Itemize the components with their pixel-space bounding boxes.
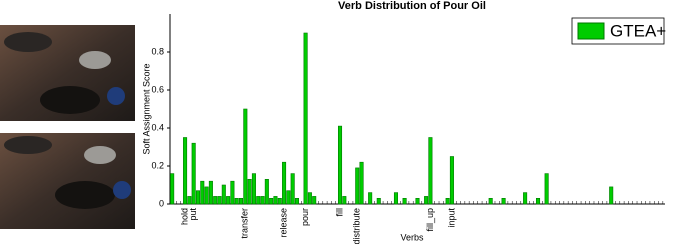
bar: [359, 161, 364, 205]
legend-label: GTEA+: [610, 21, 666, 40]
x-tick-label: release: [278, 208, 288, 238]
bar: [282, 161, 287, 205]
y-tick-label: 0.4: [151, 122, 164, 132]
bar: [544, 173, 549, 205]
bar: [187, 196, 192, 205]
bar: [402, 198, 407, 205]
chart-title: Verb Distribution of Pour Oil: [338, 0, 486, 12]
x-tick-label: distribute: [352, 208, 362, 244]
bar: [269, 198, 274, 205]
bar: [251, 173, 256, 205]
bar: [428, 137, 433, 205]
chart: Verb Distribution of Pour Oil Verbs Soft…: [0, 0, 666, 245]
page: {"chart_data": {"type": "bar", "title": …: [0, 0, 667, 245]
x-tick-label: transfer: [240, 208, 250, 239]
bar: [368, 192, 373, 205]
bar: [195, 190, 200, 205]
legend-box: [571, 17, 665, 45]
bar: [376, 198, 381, 205]
bar: [273, 196, 278, 205]
x-axis-label: Verbs: [400, 232, 424, 242]
x-tick-label: pour: [300, 208, 310, 226]
y-tick-label: 0.6: [151, 84, 164, 94]
bar: [256, 196, 261, 205]
x-tick-label: fill_up: [425, 208, 435, 232]
bar: [286, 190, 291, 205]
bar: [523, 192, 528, 205]
video-frame: [0, 25, 135, 121]
bar: [183, 137, 188, 205]
bar: [355, 167, 360, 205]
x-tick-label: input: [446, 208, 456, 228]
y-tick-label: 0.8: [151, 46, 164, 56]
legend-swatch: [577, 22, 605, 40]
bar: [535, 198, 541, 205]
bar: [264, 179, 269, 205]
bar: [393, 192, 399, 205]
video-frame: [0, 133, 135, 229]
y-axis-label: Soft Assignment Score: [141, 63, 151, 154]
bar: [609, 186, 614, 205]
bar: [303, 32, 308, 205]
bar: [217, 196, 222, 205]
bar: [342, 196, 347, 205]
bar: [501, 198, 506, 205]
bar: [488, 198, 493, 205]
bar: [424, 196, 429, 205]
x-tick-label: put: [188, 208, 198, 221]
bar: [239, 198, 244, 205]
x-tick-label: fill: [334, 208, 344, 217]
bar: [221, 184, 226, 205]
y-tick-label: 0.2: [151, 160, 164, 170]
bar: [247, 179, 252, 205]
bar: [200, 180, 205, 205]
bar: [449, 156, 454, 205]
bar: [213, 196, 218, 205]
bar: [204, 186, 209, 205]
bar: [191, 142, 196, 205]
y-tick-label: 0: [159, 198, 164, 208]
bar: [226, 196, 231, 205]
bar: [277, 198, 282, 205]
bar: [170, 173, 175, 205]
bar: [337, 125, 343, 205]
bar: [307, 192, 312, 205]
bar: [234, 198, 239, 205]
bar: [208, 180, 213, 205]
bar: [290, 173, 295, 205]
bar: [243, 108, 248, 205]
bar: [230, 180, 235, 205]
x-tick-label: hold: [179, 208, 189, 225]
bar: [415, 198, 420, 205]
bar: [445, 198, 450, 205]
bar: [312, 196, 317, 205]
bar: [260, 196, 265, 205]
bar: [294, 198, 300, 205]
